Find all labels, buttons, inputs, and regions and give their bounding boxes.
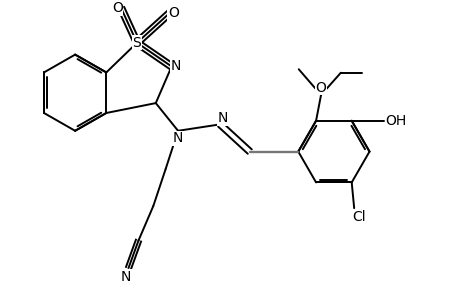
Text: O: O bbox=[315, 81, 326, 94]
Text: N: N bbox=[121, 270, 131, 284]
Text: N: N bbox=[170, 59, 180, 74]
Text: OH: OH bbox=[385, 114, 406, 128]
Text: Cl: Cl bbox=[352, 210, 365, 224]
Text: N: N bbox=[173, 131, 183, 145]
Text: O: O bbox=[168, 6, 179, 20]
Text: N: N bbox=[217, 111, 227, 125]
Text: O: O bbox=[112, 1, 123, 15]
Text: S: S bbox=[132, 36, 141, 50]
